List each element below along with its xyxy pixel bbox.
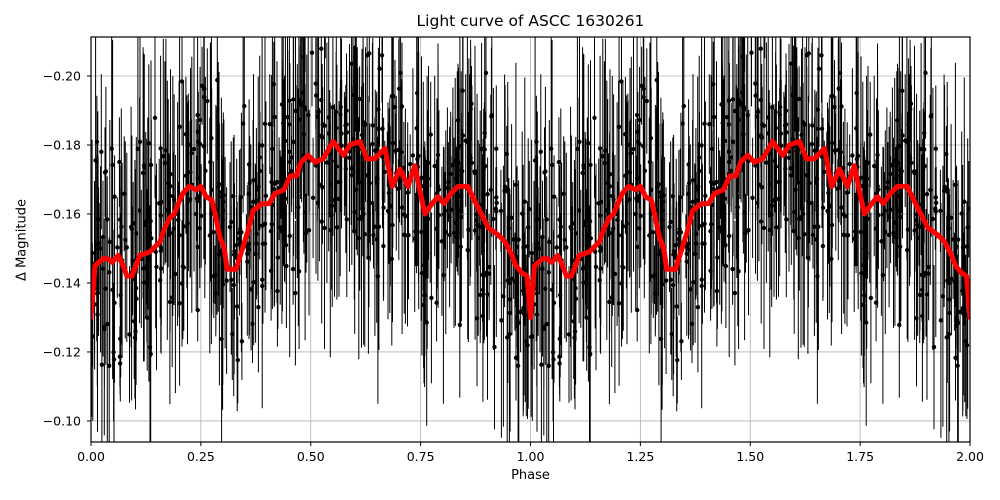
x-axis-label: Phase: [511, 468, 550, 483]
x-tick-label: 0.25: [186, 449, 215, 464]
y-tick-label: −0.14: [42, 275, 81, 291]
tick-marks: [87, 75, 971, 446]
y-tick-label: −0.12: [42, 344, 81, 360]
model-curve: [91, 139, 970, 320]
y-tick-label: −0.16: [42, 206, 81, 222]
y-tick-label: −0.18: [42, 137, 81, 153]
x-tick-label: 0.00: [77, 449, 105, 464]
x-tick-label: 1.75: [846, 449, 875, 464]
x-tick-label: 0.75: [406, 449, 435, 464]
x-tick-label: 1.50: [736, 449, 765, 464]
x-tick-label: 1.00: [516, 449, 545, 464]
x-tick-label: 2.00: [956, 449, 984, 464]
x-tick-label: 0.50: [296, 449, 325, 464]
y-tick-label: −0.10: [42, 413, 81, 429]
y-tick-label: −0.20: [42, 68, 81, 84]
x-tick-label: 1.25: [626, 449, 655, 464]
chart-title: Light curve of ASCC 1630261: [416, 12, 645, 30]
